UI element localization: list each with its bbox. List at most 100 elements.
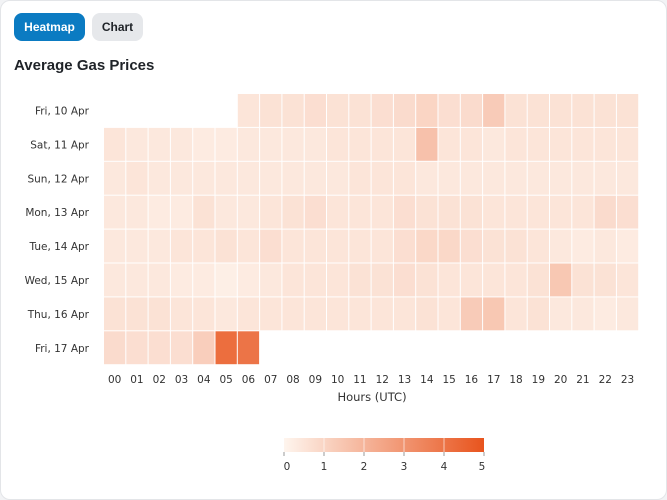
- heatmap-cell[interactable]: [483, 127, 505, 161]
- heatmap-cell[interactable]: [104, 263, 126, 297]
- heatmap-cell[interactable]: [550, 195, 572, 229]
- heatmap-cell[interactable]: [393, 127, 416, 161]
- heatmap-cell[interactable]: [371, 127, 393, 161]
- heatmap-cell[interactable]: [282, 195, 304, 229]
- heatmap-cell[interactable]: [483, 263, 505, 297]
- heatmap-cell[interactable]: [148, 297, 170, 331]
- heatmap-cell[interactable]: [148, 161, 170, 195]
- heatmap-cell[interactable]: [393, 229, 416, 263]
- heatmap-cell[interactable]: [193, 297, 215, 331]
- heatmap-cell[interactable]: [215, 195, 237, 229]
- heatmap-cell[interactable]: [170, 297, 193, 331]
- heatmap-cell[interactable]: [170, 331, 193, 365]
- heatmap-cell[interactable]: [282, 297, 304, 331]
- heatmap-cell[interactable]: [349, 195, 371, 229]
- heatmap-cell[interactable]: [505, 94, 527, 127]
- heatmap-cell[interactable]: [572, 195, 594, 229]
- heatmap-cell[interactable]: [193, 195, 215, 229]
- heatmap-cell[interactable]: [616, 127, 639, 161]
- heatmap-cell[interactable]: [327, 229, 349, 263]
- heatmap-cell[interactable]: [349, 127, 371, 161]
- heatmap-cell[interactable]: [215, 331, 237, 365]
- heatmap-cell[interactable]: [460, 127, 483, 161]
- heatmap-cell[interactable]: [126, 331, 148, 365]
- heatmap-cell[interactable]: [193, 127, 215, 161]
- heatmap-cell[interactable]: [170, 263, 193, 297]
- heatmap-cell[interactable]: [527, 161, 549, 195]
- heatmap-cell[interactable]: [237, 161, 260, 195]
- heatmap-cell[interactable]: [170, 229, 193, 263]
- heatmap-cell[interactable]: [416, 161, 438, 195]
- heatmap-cell[interactable]: [505, 127, 527, 161]
- heatmap-cell[interactable]: [594, 297, 616, 331]
- heatmap-cell[interactable]: [282, 161, 304, 195]
- heatmap-cell[interactable]: [594, 263, 616, 297]
- heatmap-cell[interactable]: [148, 229, 170, 263]
- heatmap-cell[interactable]: [104, 161, 126, 195]
- heatmap-cell[interactable]: [594, 161, 616, 195]
- heatmap-cell[interactable]: [237, 297, 260, 331]
- heatmap-cell[interactable]: [550, 127, 572, 161]
- heatmap-cell[interactable]: [527, 263, 549, 297]
- heatmap-cell[interactable]: [438, 229, 460, 263]
- heatmap-cell[interactable]: [527, 297, 549, 331]
- heatmap-cell[interactable]: [104, 195, 126, 229]
- heatmap-cell[interactable]: [349, 263, 371, 297]
- heatmap-cell[interactable]: [193, 161, 215, 195]
- heatmap-cell[interactable]: [237, 263, 260, 297]
- heatmap-cell[interactable]: [505, 161, 527, 195]
- heatmap-cell[interactable]: [438, 195, 460, 229]
- heatmap-cell[interactable]: [572, 297, 594, 331]
- heatmap-cell[interactable]: [438, 94, 460, 127]
- heatmap-cell[interactable]: [327, 263, 349, 297]
- heatmap-cell[interactable]: [616, 229, 639, 263]
- heatmap-cell[interactable]: [594, 127, 616, 161]
- heatmap-cell[interactable]: [616, 195, 639, 229]
- heatmap-cell[interactable]: [304, 94, 326, 127]
- heatmap-cell[interactable]: [616, 161, 639, 195]
- heatmap-cell[interactable]: [237, 195, 260, 229]
- heatmap-cell[interactable]: [237, 94, 260, 127]
- heatmap-cell[interactable]: [550, 229, 572, 263]
- heatmap-cell[interactable]: [416, 127, 438, 161]
- heatmap-cell[interactable]: [550, 297, 572, 331]
- heatmap-cell[interactable]: [371, 229, 393, 263]
- heatmap-cell[interactable]: [260, 195, 282, 229]
- heatmap-cell[interactable]: [260, 127, 282, 161]
- heatmap-cell[interactable]: [371, 297, 393, 331]
- heatmap-cell[interactable]: [371, 161, 393, 195]
- heatmap-cell[interactable]: [215, 263, 237, 297]
- heatmap-cell[interactable]: [460, 263, 483, 297]
- heatmap-cell[interactable]: [304, 263, 326, 297]
- chart-tab-button[interactable]: Chart: [92, 13, 143, 41]
- heatmap-cell[interactable]: [215, 297, 237, 331]
- heatmap-cell[interactable]: [349, 297, 371, 331]
- heatmap-cell[interactable]: [282, 263, 304, 297]
- heatmap-cell[interactable]: [170, 161, 193, 195]
- heatmap-cell[interactable]: [148, 263, 170, 297]
- heatmap-cell[interactable]: [193, 263, 215, 297]
- heatmap-cell[interactable]: [371, 94, 393, 127]
- heatmap-cell[interactable]: [616, 94, 639, 127]
- heatmap-cell[interactable]: [260, 263, 282, 297]
- heatmap-cell[interactable]: [438, 263, 460, 297]
- heatmap-tab-button[interactable]: Heatmap: [14, 13, 85, 41]
- heatmap-cell[interactable]: [594, 229, 616, 263]
- heatmap-cell[interactable]: [527, 229, 549, 263]
- heatmap-cell[interactable]: [126, 297, 148, 331]
- heatmap-cell[interactable]: [460, 297, 483, 331]
- heatmap-cell[interactable]: [170, 195, 193, 229]
- heatmap-cell[interactable]: [460, 94, 483, 127]
- heatmap-cell[interactable]: [126, 161, 148, 195]
- heatmap-cell[interactable]: [393, 94, 416, 127]
- heatmap-cell[interactable]: [572, 263, 594, 297]
- heatmap-cell[interactable]: [483, 229, 505, 263]
- heatmap-cell[interactable]: [393, 195, 416, 229]
- heatmap-cell[interactable]: [438, 297, 460, 331]
- heatmap-cell[interactable]: [327, 94, 349, 127]
- heatmap-cell[interactable]: [148, 127, 170, 161]
- heatmap-cell[interactable]: [572, 94, 594, 127]
- heatmap-cell[interactable]: [215, 127, 237, 161]
- heatmap-cell[interactable]: [393, 161, 416, 195]
- heatmap-cell[interactable]: [126, 127, 148, 161]
